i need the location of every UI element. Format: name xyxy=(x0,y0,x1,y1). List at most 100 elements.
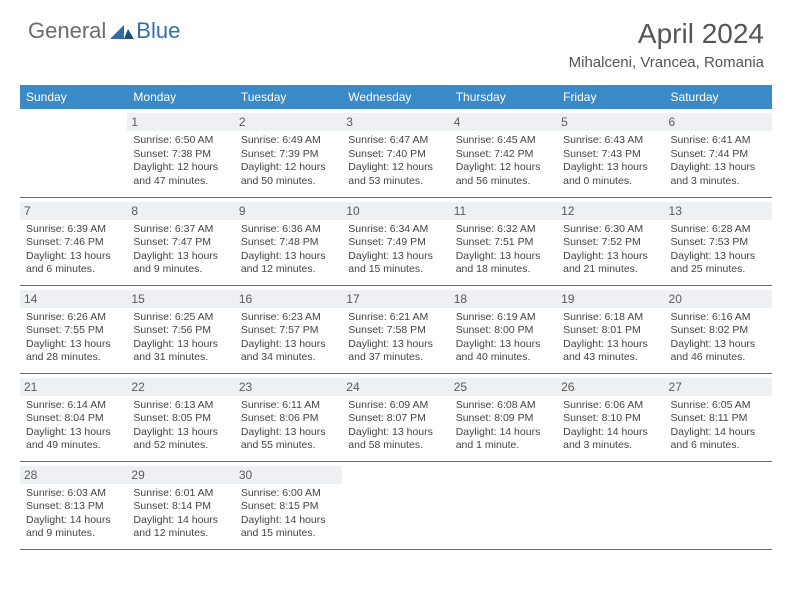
daylight-text: Daylight: 12 hours and 50 minutes. xyxy=(241,161,336,188)
daylight-text: Daylight: 13 hours and 28 minutes. xyxy=(26,338,121,365)
sunset-text: Sunset: 8:04 PM xyxy=(26,412,121,426)
logo-text-blue: Blue xyxy=(136,18,180,44)
day-cell: 15Sunrise: 6:25 AMSunset: 7:56 PMDayligh… xyxy=(127,285,234,373)
day-cell: 18Sunrise: 6:19 AMSunset: 8:00 PMDayligh… xyxy=(450,285,557,373)
sunset-text: Sunset: 8:13 PM xyxy=(26,500,121,514)
sunset-text: Sunset: 7:49 PM xyxy=(348,236,443,250)
sunset-text: Sunset: 7:43 PM xyxy=(563,148,658,162)
daylight-text: Daylight: 13 hours and 43 minutes. xyxy=(563,338,658,365)
day-number: 3 xyxy=(342,113,449,131)
dow-cell: Tuesday xyxy=(235,85,342,109)
sunrise-text: Sunrise: 6:47 AM xyxy=(348,134,443,148)
day-cell: 9Sunrise: 6:36 AMSunset: 7:48 PMDaylight… xyxy=(235,197,342,285)
day-cell xyxy=(557,461,664,549)
day-cell: 6 Sunrise: 6:41 AMSunset: 7:44 PMDaylight… xyxy=(665,109,772,197)
day-cell: 2Sunrise: 6:49 AMSunset: 7:39 PMDaylight… xyxy=(235,109,342,197)
dow-cell: Thursday xyxy=(450,85,557,109)
sunset-text: Sunset: 8:00 PM xyxy=(456,324,551,338)
sunset-text: Sunset: 8:10 PM xyxy=(563,412,658,426)
logo: General Blue xyxy=(28,18,180,44)
logo-mark-icon xyxy=(110,21,134,41)
sunset-text: Sunset: 8:09 PM xyxy=(456,412,551,426)
daylight-text: Daylight: 14 hours and 3 minutes. xyxy=(563,426,658,453)
title-block: April 2024 Mihalceni, Vrancea, Romania xyxy=(569,18,764,71)
sunset-text: Sunset: 7:38 PM xyxy=(133,148,228,162)
day-number: 10 xyxy=(342,202,449,220)
days-of-week-row: SundayMondayTuesdayWednesdayThursdayFrid… xyxy=(20,85,772,109)
daylight-text: Daylight: 14 hours and 1 minute. xyxy=(456,426,551,453)
daylight-text: Daylight: 14 hours and 6 minutes. xyxy=(671,426,766,453)
sunset-text: Sunset: 7:42 PM xyxy=(456,148,551,162)
sunset-text: Sunset: 7:58 PM xyxy=(348,324,443,338)
week-row: 7Sunrise: 6:39 AMSunset: 7:46 PMDaylight… xyxy=(20,197,772,285)
day-number: 19 xyxy=(557,290,664,308)
week-row: 14Sunrise: 6:26 AMSunset: 7:55 PMDayligh… xyxy=(20,285,772,373)
day-number: 29 xyxy=(127,466,234,484)
sunset-text: Sunset: 7:57 PM xyxy=(241,324,336,338)
day-number: 20 xyxy=(665,290,772,308)
daylight-text: Daylight: 13 hours and 49 minutes. xyxy=(26,426,121,453)
day-number: 11 xyxy=(450,202,557,220)
daylight-text: Daylight: 14 hours and 15 minutes. xyxy=(241,514,336,541)
daylight-text: Daylight: 12 hours and 47 minutes. xyxy=(133,161,228,188)
sunrise-text: Sunrise: 6:03 AM xyxy=(26,487,121,501)
daylight-text: Daylight: 13 hours and 3 minutes. xyxy=(671,161,766,188)
sunrise-text: Sunrise: 6:41 AM xyxy=(671,134,766,148)
day-number: 23 xyxy=(235,378,342,396)
daylight-text: Daylight: 12 hours and 53 minutes. xyxy=(348,161,443,188)
daylight-text: Daylight: 13 hours and 40 minutes. xyxy=(456,338,551,365)
daylight-text: Daylight: 13 hours and 15 minutes. xyxy=(348,250,443,277)
sunrise-text: Sunrise: 6:43 AM xyxy=(563,134,658,148)
day-number: 27 xyxy=(665,378,772,396)
location-label: Mihalceni, Vrancea, Romania xyxy=(569,54,764,71)
daylight-text: Daylight: 13 hours and 34 minutes. xyxy=(241,338,336,365)
day-number: 1 xyxy=(127,113,234,131)
sunrise-text: Sunrise: 6:50 AM xyxy=(133,134,228,148)
dow-cell: Sunday xyxy=(20,85,127,109)
daylight-text: Daylight: 13 hours and 12 minutes. xyxy=(241,250,336,277)
sunset-text: Sunset: 7:53 PM xyxy=(671,236,766,250)
sunset-text: Sunset: 7:46 PM xyxy=(26,236,121,250)
sunrise-text: Sunrise: 6:06 AM xyxy=(563,399,658,413)
daylight-text: Daylight: 13 hours and 18 minutes. xyxy=(456,250,551,277)
day-cell: 11Sunrise: 6:32 AMSunset: 7:51 PMDayligh… xyxy=(450,197,557,285)
daylight-text: Daylight: 12 hours and 56 minutes. xyxy=(456,161,551,188)
day-number: 18 xyxy=(450,290,557,308)
daylight-text: Daylight: 13 hours and 9 minutes. xyxy=(133,250,228,277)
daylight-text: Daylight: 13 hours and 52 minutes. xyxy=(133,426,228,453)
sunrise-text: Sunrise: 6:05 AM xyxy=(671,399,766,413)
daylight-text: Daylight: 13 hours and 25 minutes. xyxy=(671,250,766,277)
sunset-text: Sunset: 7:44 PM xyxy=(671,148,766,162)
day-cell xyxy=(20,109,127,197)
day-cell: 5Sunrise: 6:43 AMSunset: 7:43 PMDaylight… xyxy=(557,109,664,197)
day-number: 6 xyxy=(665,113,772,131)
day-number: 8 xyxy=(127,202,234,220)
sunset-text: Sunset: 8:02 PM xyxy=(671,324,766,338)
sunrise-text: Sunrise: 6:37 AM xyxy=(133,223,228,237)
day-cell xyxy=(665,461,772,549)
sunrise-text: Sunrise: 6:11 AM xyxy=(241,399,336,413)
sunrise-text: Sunrise: 6:25 AM xyxy=(133,311,228,325)
day-cell: 26Sunrise: 6:06 AMSunset: 8:10 PMDayligh… xyxy=(557,373,664,461)
sunrise-text: Sunrise: 6:45 AM xyxy=(456,134,551,148)
day-cell: 27 Sunrise: 6:05 AMSunset: 8:11 PMDayligh… xyxy=(665,373,772,461)
sunrise-text: Sunrise: 6:30 AM xyxy=(563,223,658,237)
day-cell: 29Sunrise: 6:01 AMSunset: 8:14 PMDayligh… xyxy=(127,461,234,549)
sunset-text: Sunset: 8:05 PM xyxy=(133,412,228,426)
daylight-text: Daylight: 14 hours and 12 minutes. xyxy=(133,514,228,541)
sunset-text: Sunset: 8:11 PM xyxy=(671,412,766,426)
sunrise-text: Sunrise: 6:39 AM xyxy=(26,223,121,237)
day-cell: 23Sunrise: 6:11 AMSunset: 8:06 PMDayligh… xyxy=(235,373,342,461)
day-number: 24 xyxy=(342,378,449,396)
daylight-text: Daylight: 13 hours and 55 minutes. xyxy=(241,426,336,453)
dow-cell: Friday xyxy=(557,85,664,109)
sunrise-text: Sunrise: 6:13 AM xyxy=(133,399,228,413)
daylight-text: Daylight: 13 hours and 58 minutes. xyxy=(348,426,443,453)
daylight-text: Daylight: 13 hours and 21 minutes. xyxy=(563,250,658,277)
sunrise-text: Sunrise: 6:18 AM xyxy=(563,311,658,325)
daylight-text: Daylight: 13 hours and 46 minutes. xyxy=(671,338,766,365)
header: General Blue April 2024 Mihalceni, Vranc… xyxy=(0,0,792,75)
day-cell: 30Sunrise: 6:00 AMSunset: 8:15 PMDayligh… xyxy=(235,461,342,549)
sunrise-text: Sunrise: 6:34 AM xyxy=(348,223,443,237)
sunset-text: Sunset: 8:07 PM xyxy=(348,412,443,426)
